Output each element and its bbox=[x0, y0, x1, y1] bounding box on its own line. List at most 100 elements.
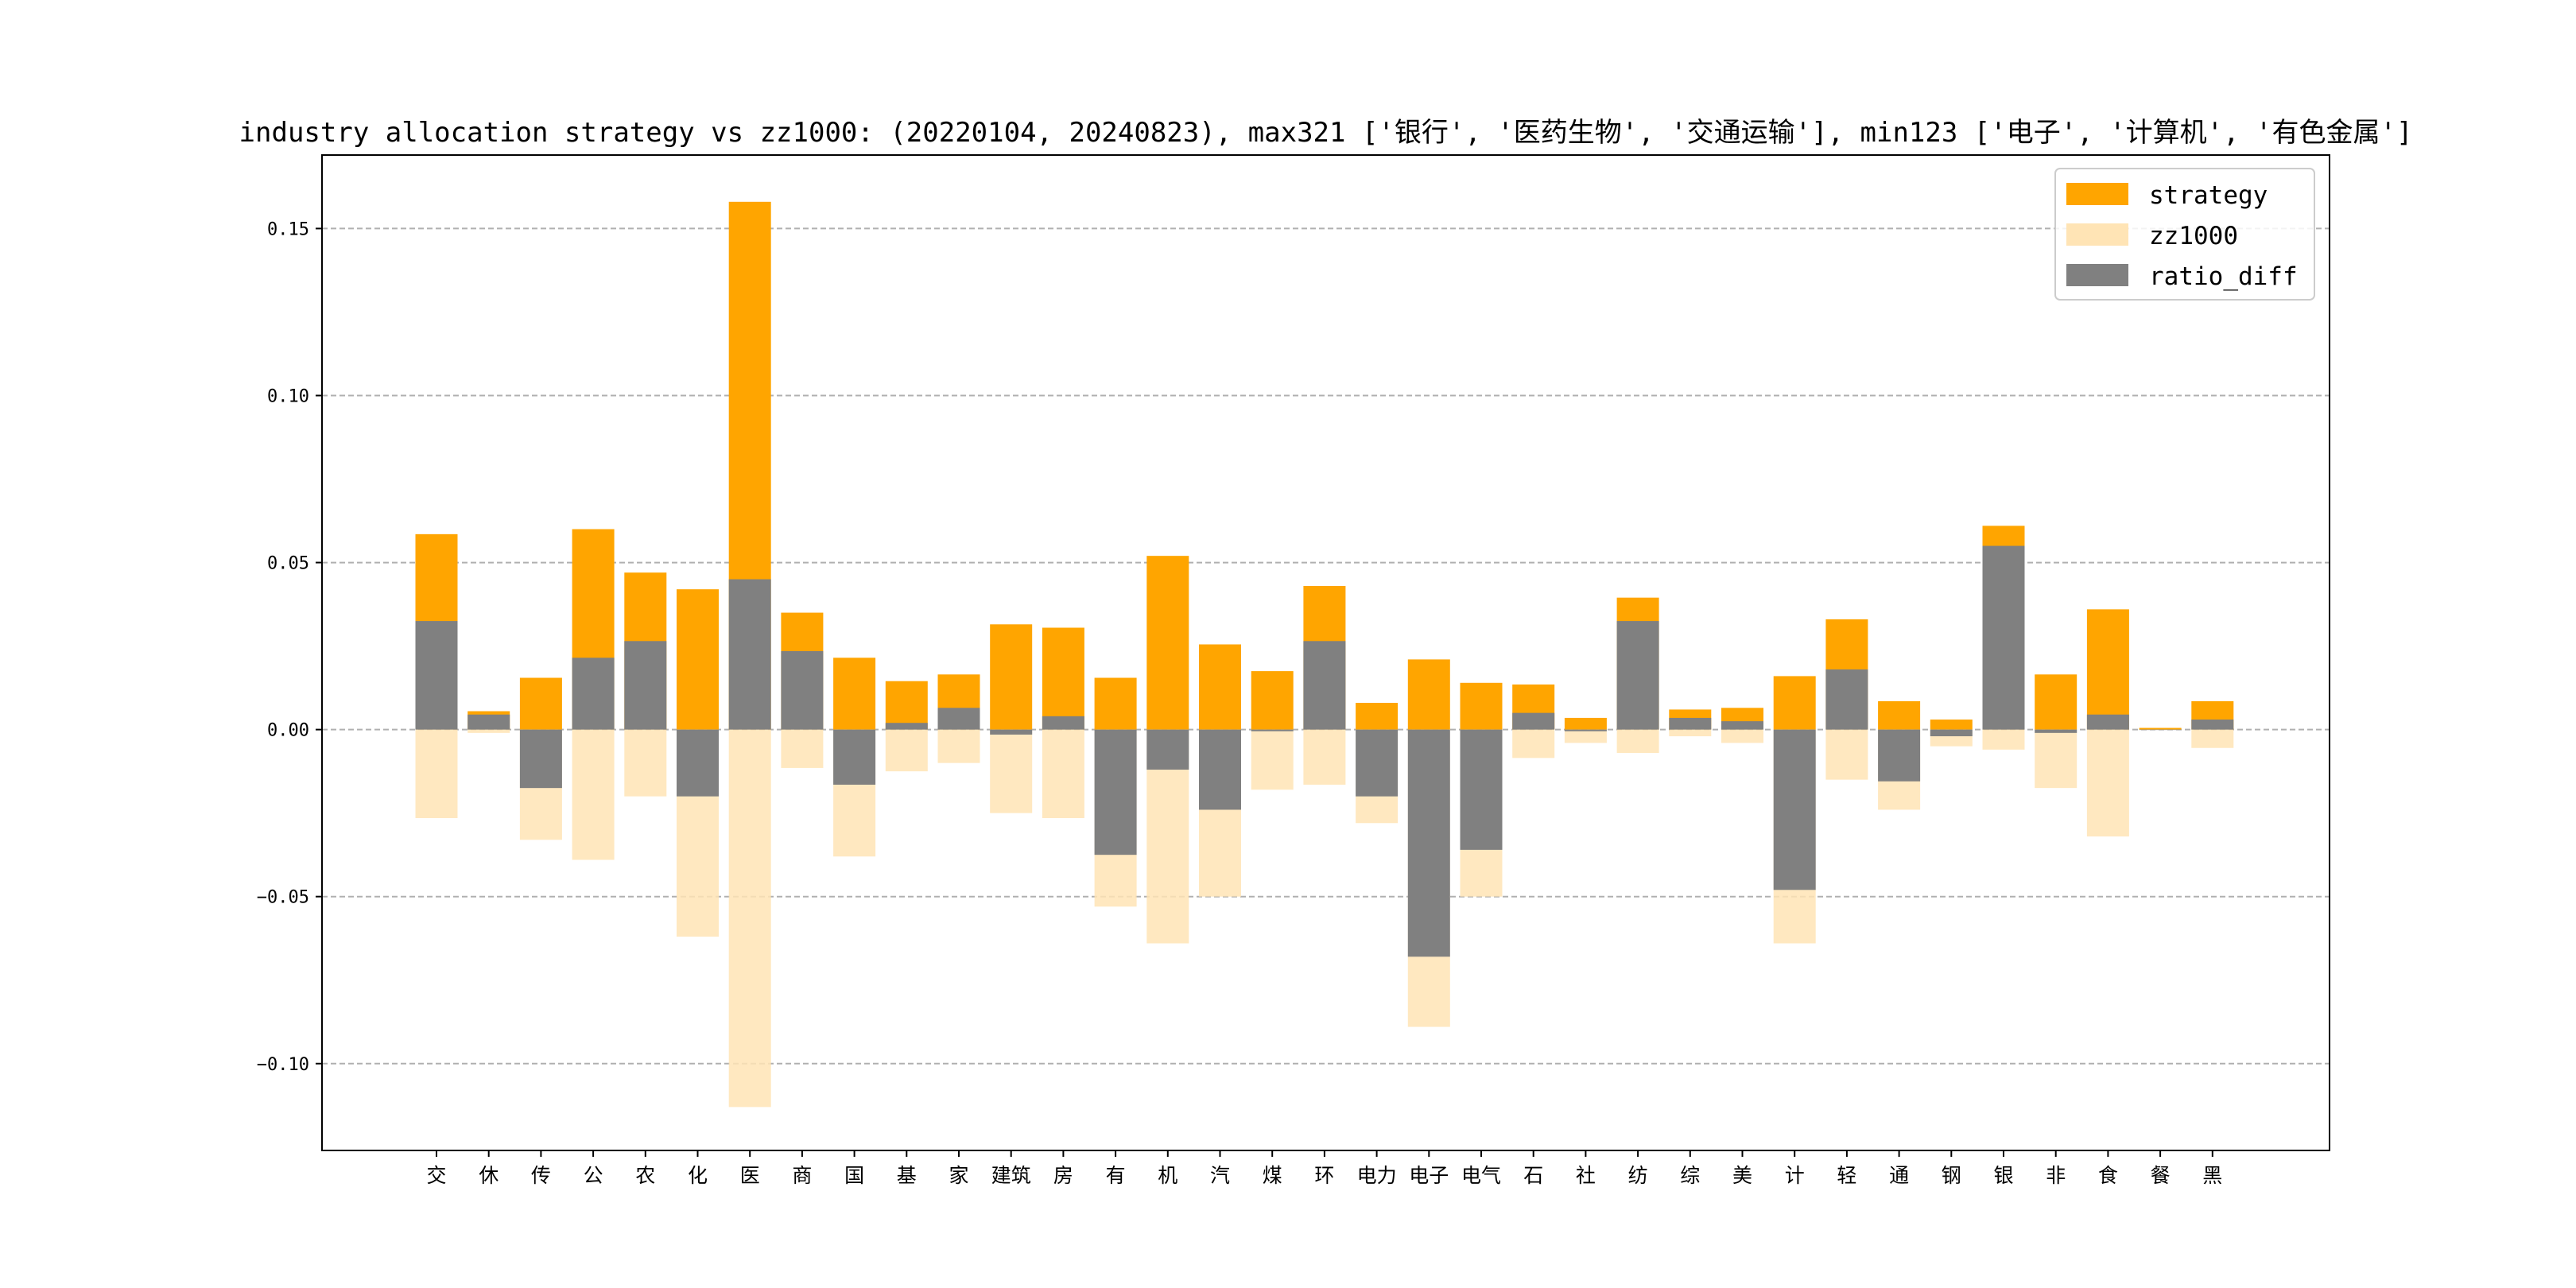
bar-ratio_diff-17 bbox=[1303, 641, 1346, 730]
x-tick-label: 有 bbox=[1106, 1164, 1126, 1187]
x-tick-label: 纺 bbox=[1628, 1164, 1648, 1187]
bar-strategy-5 bbox=[677, 589, 719, 730]
bar-ratio_diff-14 bbox=[1146, 729, 1189, 770]
y-tick-label: 0.15 bbox=[267, 219, 309, 239]
x-axis: 交 休 传 公 农 化 医 商 国 基 家建筑房 有 机 汽 煤 环电力 电子 电气石 社 纺 综 美 计 轻 通 钢 银 非 食 餐 黑 bbox=[426, 1150, 2222, 1187]
legend-label-zz1000: zz1000 bbox=[2149, 222, 2238, 250]
x-tick-label: 农 bbox=[635, 1164, 655, 1187]
bar-zz1000-17 bbox=[1303, 729, 1346, 785]
x-tick-label: 休 bbox=[479, 1164, 499, 1187]
bar-strategy-19 bbox=[1407, 659, 1450, 730]
legend-swatch-strategy bbox=[2066, 183, 2128, 205]
bar-ratio_diff-34 bbox=[2191, 720, 2234, 730]
x-tick-label: 综 bbox=[1680, 1164, 1700, 1187]
bar-strategy-33 bbox=[2139, 727, 2182, 730]
x-tick-label: 公 bbox=[584, 1164, 603, 1187]
bar-zz1000-7 bbox=[781, 729, 824, 768]
bar-zz1000-31 bbox=[2035, 729, 2077, 789]
bar-ratio_diff-30 bbox=[1982, 545, 2025, 730]
bar-zz1000-22 bbox=[1564, 729, 1607, 743]
x-tick-label: 银 bbox=[1993, 1164, 2013, 1187]
bar-strategy-29 bbox=[1930, 720, 1973, 730]
bar-strategy-16 bbox=[1251, 671, 1294, 730]
legend-swatch-zz1000 bbox=[2066, 223, 2128, 246]
y-tick-label: 0.10 bbox=[267, 386, 309, 406]
bar-zz1000-32 bbox=[2086, 729, 2129, 837]
bar-zz1000-11 bbox=[990, 729, 1033, 813]
bar-strategy-9 bbox=[885, 681, 928, 730]
bar-zz1000-16 bbox=[1251, 729, 1294, 790]
x-tick-label: 国 bbox=[844, 1164, 864, 1187]
y-tick-label: 0.05 bbox=[267, 554, 309, 574]
bar-zz1000-3 bbox=[572, 729, 615, 860]
bar-ratio_diff-15 bbox=[1199, 729, 1241, 810]
bar-zz1000-6 bbox=[728, 729, 771, 1108]
x-tick-label: 轻 bbox=[1837, 1164, 1856, 1187]
plot-frame bbox=[321, 154, 2330, 1151]
x-tick-label: 建筑 bbox=[991, 1164, 1031, 1187]
bar-strategy-31 bbox=[2035, 674, 2077, 730]
bar-ratio_diff-12 bbox=[1042, 716, 1084, 730]
x-tick-label: 基 bbox=[897, 1164, 917, 1187]
legend: strategy zz1000 ratio_diff bbox=[2054, 168, 2315, 301]
bar-ratio_diff-6 bbox=[728, 579, 771, 730]
bar-zz1000-30 bbox=[1982, 729, 2025, 750]
bar-zz1000-24 bbox=[1669, 729, 1712, 737]
bar-ratio_diff-8 bbox=[833, 729, 876, 785]
x-tick-label: 医 bbox=[740, 1164, 760, 1187]
bar-ratio_diff-27 bbox=[1825, 669, 1868, 730]
x-tick-label: 化 bbox=[688, 1164, 708, 1187]
x-tick-label: 传 bbox=[531, 1164, 551, 1187]
bar-zz1000-1 bbox=[467, 729, 510, 733]
x-tick-label: 石 bbox=[1523, 1164, 1543, 1187]
bar-ratio_diff-24 bbox=[1669, 717, 1712, 730]
bar-strategy-13 bbox=[1094, 677, 1137, 730]
bar-strategy-18 bbox=[1356, 703, 1399, 730]
bar-ratio_diff-33 bbox=[2139, 729, 2182, 731]
x-tick-label: 食 bbox=[2098, 1164, 2118, 1187]
x-tick-label: 餐 bbox=[2151, 1164, 2171, 1187]
bar-zz1000-10 bbox=[937, 729, 980, 763]
bar-ratio_diff-9 bbox=[885, 723, 928, 730]
bar-ratio_diff-7 bbox=[781, 650, 824, 730]
x-tick-label: 交 bbox=[426, 1164, 446, 1187]
bar-strategy-26 bbox=[1773, 676, 1816, 730]
x-tick-label: 汽 bbox=[1210, 1164, 1230, 1187]
bar-ratio_diff-2 bbox=[519, 729, 562, 789]
bar-zz1000-25 bbox=[1721, 729, 1763, 743]
bar-strategy-12 bbox=[1042, 627, 1084, 730]
bar-strategy-8 bbox=[833, 658, 876, 730]
bar-ratio_diff-5 bbox=[677, 729, 719, 797]
x-tick-label: 环 bbox=[1314, 1164, 1334, 1187]
y-tick-label: −0.05 bbox=[257, 888, 309, 908]
bar-zz1000-12 bbox=[1042, 729, 1084, 818]
bar-strategy-14 bbox=[1146, 556, 1189, 730]
y-axis: −0.10 −0.05 0.00 0.05 0.10 0.15 bbox=[257, 219, 322, 1075]
bar-zz1000-21 bbox=[1512, 729, 1555, 758]
x-tick-label: 电气 bbox=[1461, 1164, 1501, 1187]
bar-ratio_diff-16 bbox=[1251, 729, 1294, 731]
bar-ratio_diff-19 bbox=[1407, 729, 1450, 957]
bar-strategy-32 bbox=[2086, 609, 2129, 730]
bar-ratio_diff-29 bbox=[1930, 729, 1973, 737]
bar-strategy-22 bbox=[1564, 717, 1607, 730]
bars bbox=[415, 201, 2234, 1108]
bar-zz1000-0 bbox=[415, 729, 458, 818]
bar-zz1000-27 bbox=[1825, 729, 1868, 780]
y-tick-label: 0.00 bbox=[267, 721, 309, 741]
bar-ratio_diff-28 bbox=[1878, 729, 1921, 782]
x-tick-label: 钢 bbox=[1942, 1164, 1961, 1187]
bar-ratio_diff-26 bbox=[1773, 729, 1816, 890]
bar-ratio_diff-4 bbox=[624, 641, 667, 730]
bar-zz1000-4 bbox=[624, 729, 667, 797]
bar-zz1000-9 bbox=[885, 729, 928, 772]
bar-zz1000-23 bbox=[1616, 729, 1659, 754]
bar-ratio_diff-10 bbox=[937, 708, 980, 730]
bar-ratio_diff-20 bbox=[1460, 729, 1503, 850]
x-tick-label: 通 bbox=[1889, 1164, 1909, 1187]
legend-swatch-ratio_diff bbox=[2066, 264, 2128, 286]
x-tick-label: 电子 bbox=[1409, 1164, 1449, 1187]
bar-ratio_diff-3 bbox=[572, 658, 615, 730]
